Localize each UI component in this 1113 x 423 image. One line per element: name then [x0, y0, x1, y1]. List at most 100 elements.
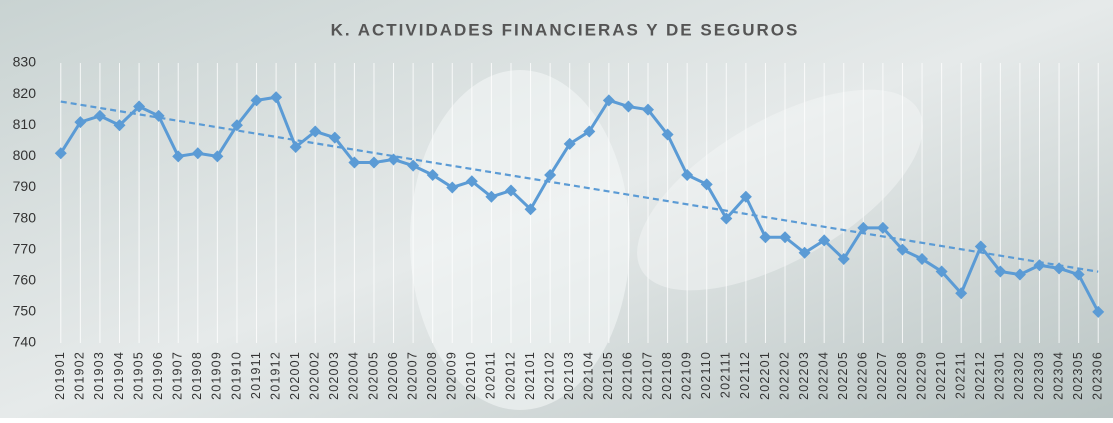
- x-tick-label: 201902: [73, 351, 87, 400]
- data-marker: [1013, 268, 1026, 281]
- x-tick-label: 202105: [601, 351, 615, 400]
- data-marker: [211, 150, 224, 163]
- y-tick-label: 740: [13, 334, 37, 350]
- x-tick-label: 202305: [1071, 351, 1085, 400]
- data-marker: [270, 91, 283, 104]
- x-tick-label: 202302: [1012, 351, 1026, 400]
- x-tick-label: 202010: [464, 351, 478, 400]
- data-marker: [1053, 262, 1066, 275]
- data-marker: [661, 128, 674, 141]
- data-marker: [1072, 268, 1085, 281]
- x-tick-label: 202203: [797, 351, 811, 400]
- x-tick-label: 201904: [112, 351, 126, 400]
- data-marker: [250, 94, 263, 107]
- data-marker: [602, 94, 615, 107]
- x-tick-label: 201908: [190, 351, 204, 400]
- data-marker: [426, 169, 439, 181]
- x-tick-label: 202304: [1051, 351, 1065, 400]
- data-marker: [113, 119, 126, 132]
- data-marker: [916, 253, 929, 265]
- x-tick-label: 202301: [993, 351, 1007, 400]
- data-marker: [93, 109, 106, 122]
- x-tick-label: 202003: [327, 351, 341, 400]
- data-marker: [700, 178, 713, 191]
- x-tick-label: 202001: [288, 351, 302, 400]
- y-tick-label: 750: [13, 303, 37, 319]
- y-tick-label: 780: [13, 209, 37, 225]
- data-marker: [230, 119, 243, 132]
- data-marker: [759, 231, 772, 244]
- chart-title: K. ACTIVIDADES FINANCIERAS Y DE SEGUROS: [331, 20, 800, 39]
- x-tick-label: 202110: [699, 351, 713, 399]
- x-tick-label: 202109: [679, 351, 693, 400]
- data-marker: [642, 103, 655, 116]
- x-tick-label: 202111: [719, 351, 733, 398]
- x-tick-label: 202103: [562, 351, 576, 400]
- data-marker: [74, 116, 87, 129]
- data-marker: [387, 153, 400, 166]
- data-marker: [1033, 259, 1046, 272]
- data-marker: [857, 221, 870, 234]
- x-tick-label: 202303: [1032, 351, 1046, 400]
- y-tick-label: 790: [13, 178, 37, 194]
- x-tick-label: 202112: [738, 351, 752, 399]
- x-tick-label: 202210: [934, 351, 948, 400]
- bg-leaf: [637, 89, 923, 291]
- data-marker: [152, 109, 165, 122]
- x-tick-label: 202005: [366, 351, 380, 400]
- x-tick-label: 202208: [895, 351, 909, 400]
- data-marker: [367, 156, 380, 169]
- x-tick-label: 201906: [151, 351, 165, 400]
- y-tick-label: 830: [13, 54, 37, 70]
- data-marker: [837, 253, 850, 265]
- x-tick-label: 201901: [53, 351, 67, 400]
- data-marker: [465, 175, 478, 188]
- x-tick-label: 202211: [953, 351, 967, 399]
- data-marker: [681, 169, 694, 181]
- data-marker: [1092, 305, 1105, 318]
- data-marker: [563, 137, 576, 150]
- data-marker: [309, 125, 322, 138]
- data-marker: [485, 190, 498, 203]
- data-marker: [133, 100, 146, 113]
- data-marker: [191, 147, 204, 160]
- x-tick-label: 201905: [131, 351, 145, 400]
- x-tick-label: 202011: [484, 351, 498, 399]
- x-tick-label: 202007: [405, 351, 419, 400]
- data-marker: [955, 287, 968, 300]
- data-marker: [739, 190, 752, 203]
- data-marker: [779, 231, 792, 244]
- x-tick-label: 202201: [758, 351, 772, 400]
- data-marker: [798, 246, 811, 259]
- x-tick-label: 202207: [875, 351, 889, 400]
- data-marker: [524, 203, 537, 216]
- data-marker: [935, 265, 948, 278]
- x-tick-label: 202202: [777, 351, 791, 400]
- x-tick-label: 202209: [914, 351, 928, 400]
- x-tick-label: 201911: [249, 351, 263, 399]
- data-marker: [974, 240, 987, 253]
- data-marker: [328, 131, 341, 144]
- x-tick-label: 202101: [523, 351, 537, 400]
- x-tick-label: 202104: [582, 351, 596, 400]
- y-tick-label: 760: [13, 271, 37, 287]
- x-tick-label: 202102: [542, 351, 556, 400]
- x-tick-label: 202205: [836, 351, 850, 400]
- x-tick-label: 202106: [621, 351, 635, 400]
- x-tick-label: 201912: [268, 351, 282, 400]
- data-marker: [622, 100, 635, 113]
- x-tick-label: 202108: [660, 351, 674, 400]
- data-marker: [994, 265, 1007, 278]
- data-marker: [407, 159, 420, 172]
- y-tick-label: 800: [13, 147, 37, 163]
- data-marker: [446, 181, 459, 194]
- data-marker: [172, 150, 185, 163]
- x-tick-label: 202012: [503, 351, 517, 400]
- data-marker: [720, 212, 733, 225]
- x-tick-label: 202004: [347, 351, 361, 400]
- x-tick-label: 202204: [816, 351, 830, 400]
- x-tick-label: 201907: [171, 351, 185, 400]
- x-tick-label: 202107: [640, 351, 654, 400]
- data-marker: [896, 243, 909, 256]
